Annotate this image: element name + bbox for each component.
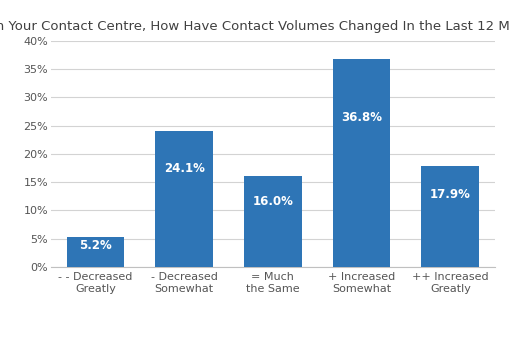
- Bar: [420, 166, 478, 267]
- Text: 17.9%: 17.9%: [429, 187, 470, 200]
- Text: 16.0%: 16.0%: [252, 195, 293, 208]
- Bar: [155, 131, 213, 267]
- Text: 5.2%: 5.2%: [79, 239, 111, 252]
- Text: 24.1%: 24.1%: [163, 162, 204, 175]
- Bar: [332, 59, 390, 267]
- Bar: [243, 176, 301, 267]
- Text: 36.8%: 36.8%: [341, 111, 381, 124]
- Bar: [66, 237, 124, 267]
- Title: In Your Contact Centre, How Have Contact Volumes Changed In the Last 12 Months?: In Your Contact Centre, How Have Contact…: [0, 20, 509, 33]
